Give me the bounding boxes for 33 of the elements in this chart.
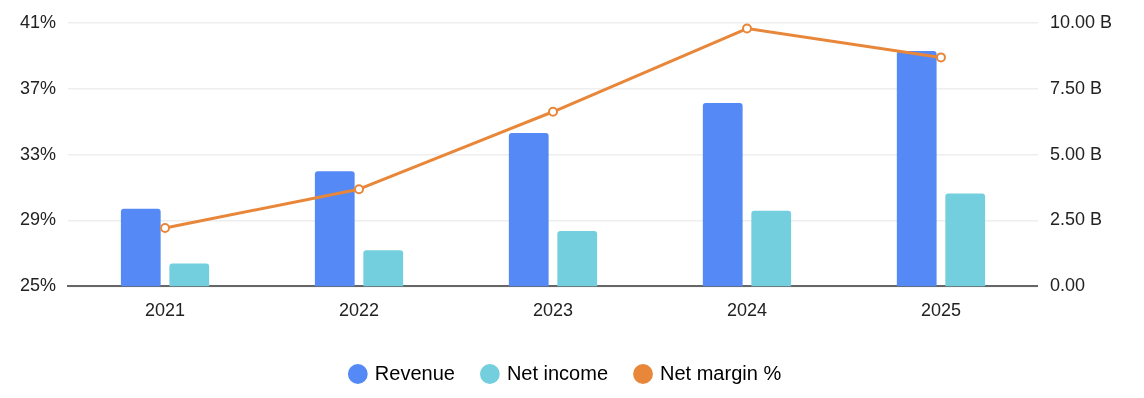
bar [945,193,986,287]
y2-tick-label: 0.00 [1049,275,1085,296]
bar [508,132,549,287]
y2-tick-label: 5.00 B [1049,143,1102,164]
bar [120,208,161,287]
point [935,52,946,63]
x-tick-label: 2024 [726,300,767,321]
bar [751,210,792,287]
x-tick-label: 2022 [338,300,380,321]
y2-tick-label: 10.00 B [1049,11,1113,32]
legend-label: Net margin % [660,361,782,384]
bar [702,102,743,287]
bar [363,250,404,287]
y-tick-label: 25% [20,275,57,296]
point [741,23,752,34]
bar [314,171,355,287]
bar [557,231,598,287]
y-tick-label: 37% [20,77,57,98]
x-tick-label: 2025 [920,300,961,321]
point [547,106,558,117]
point [354,184,364,195]
y-tick-label: 41% [20,11,57,32]
y2-tick-label: 2.50 B [1049,209,1102,230]
legend-label: Net income [506,361,609,384]
point [160,222,171,233]
y2-tick-label: 7.50 B [1049,77,1102,98]
x-tick-label: 2023 [532,300,574,321]
y-tick-label: 33% [20,143,57,164]
bar [896,51,937,287]
legend-label: Revenue [374,361,455,384]
bar [169,263,210,287]
x-tick-label: 2021 [145,300,186,321]
y-tick-label: 29% [20,209,57,230]
